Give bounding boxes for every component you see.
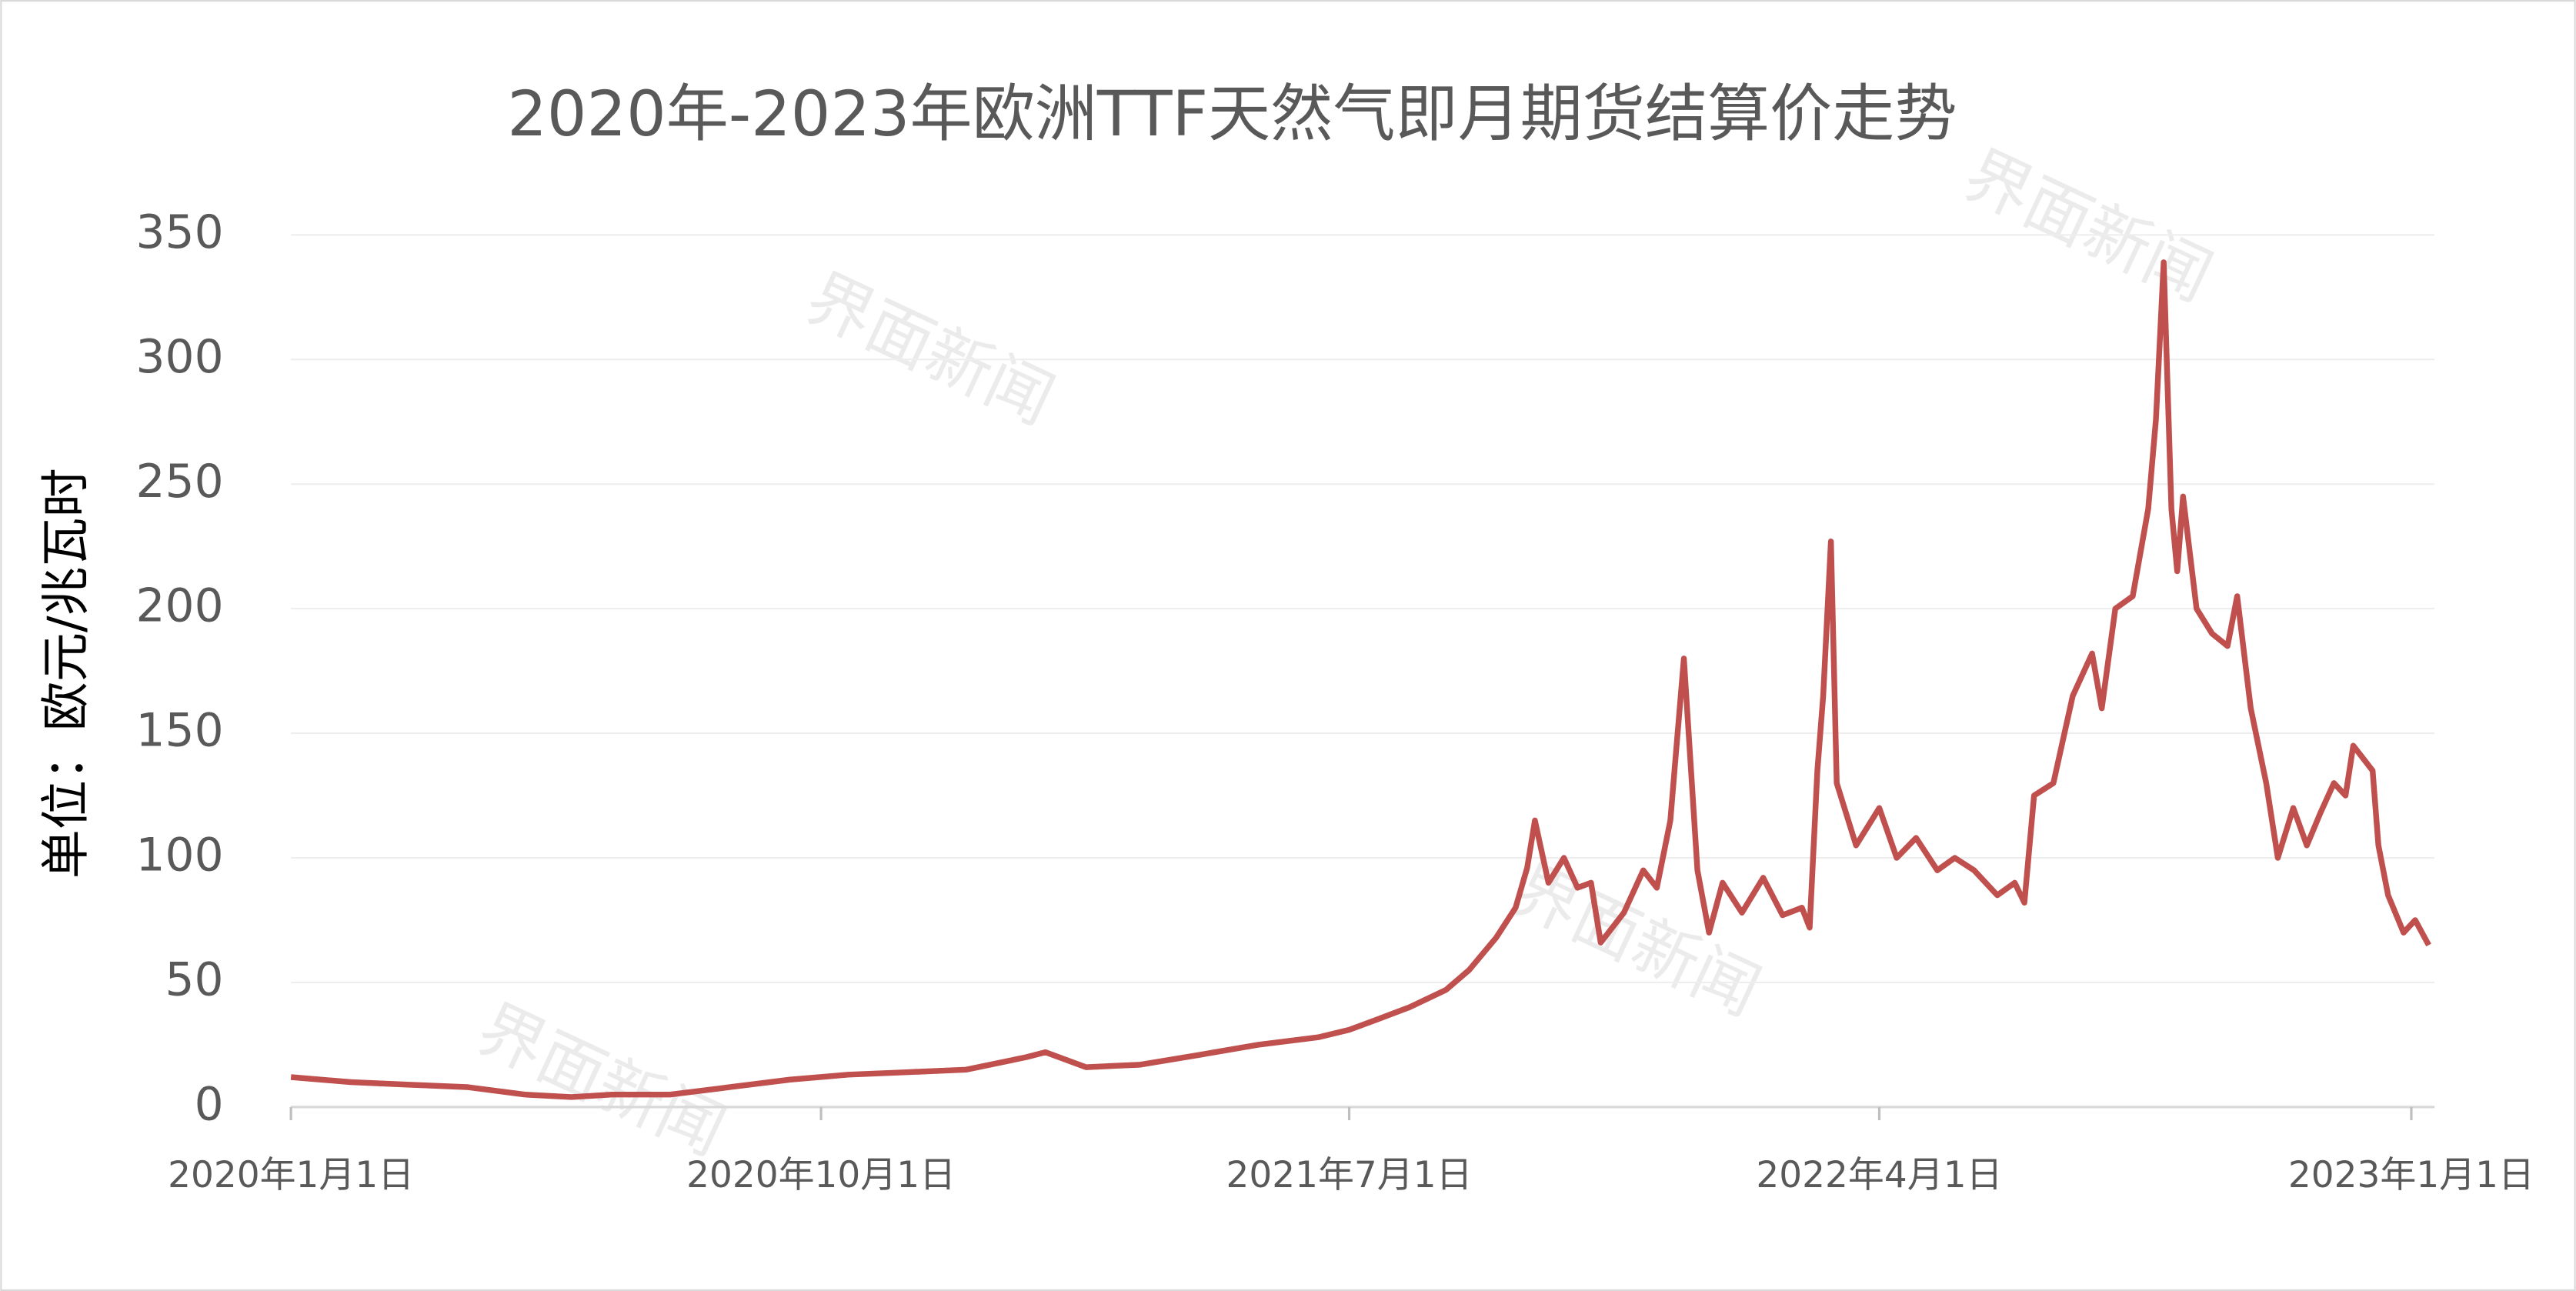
y-tick-label: 300 [136,331,224,384]
y-tick-label: 100 [136,829,224,882]
x-tick-label: 2021年7月1日 [1226,1154,1472,1196]
y-axis-label: 单位：欧元/兆瓦时 [38,468,95,879]
data-line [290,259,2431,1100]
y-tick-label: 0 [195,1078,224,1131]
y-tick-label: 350 [136,206,224,259]
x-tick-label: 2022年4月1日 [1756,1154,2002,1196]
y-tick-label: 250 [136,455,224,509]
y-tick-label: 50 [165,954,224,1007]
chart-title: 2020年-2023年欧洲TTF天然气即月期货结算价走势 [507,78,1957,151]
x-tick-label: 2020年10月1日 [686,1154,956,1196]
y-tick-label: 150 [136,705,224,758]
y-tick-label: 200 [136,580,224,633]
x-tick-label: 2020年1月1日 [168,1154,414,1196]
x-tick-label: 2023年1月1日 [2288,1154,2534,1196]
